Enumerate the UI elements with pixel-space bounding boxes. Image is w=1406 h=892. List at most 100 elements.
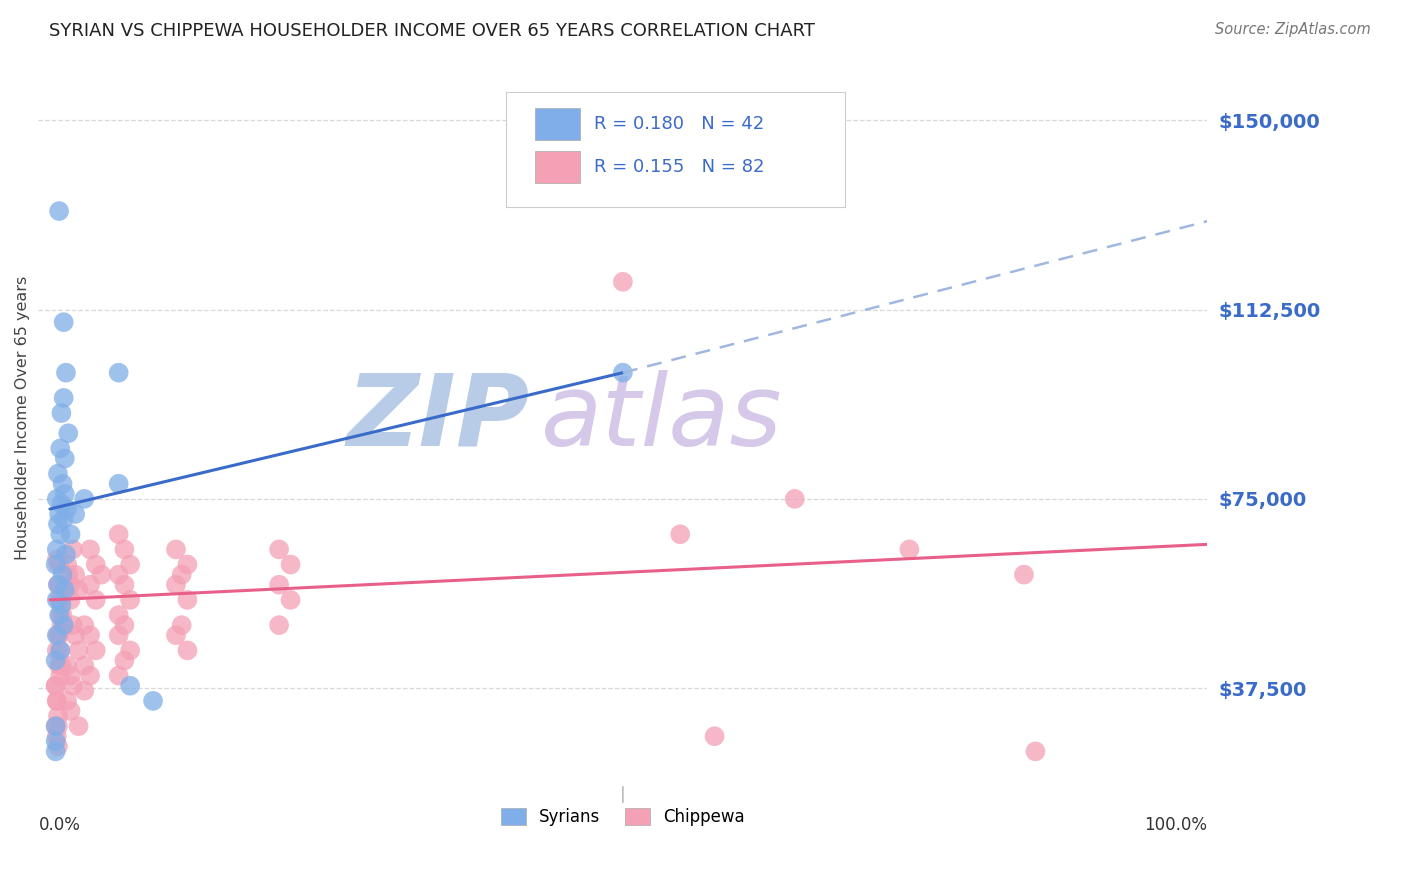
- Point: [51, 406, 73, 420]
- Point: [79, 578, 101, 592]
- Point: [51, 497, 73, 511]
- Point: [53, 451, 76, 466]
- Point: [59, 668, 82, 682]
- Point: [49, 643, 72, 657]
- Point: [165, 628, 187, 642]
- Point: [48, 608, 70, 623]
- Text: 0.0%: 0.0%: [38, 816, 80, 834]
- Point: [46, 709, 69, 723]
- Point: [107, 608, 129, 623]
- Point: [51, 593, 73, 607]
- Point: [1024, 744, 1046, 758]
- Point: [703, 729, 725, 743]
- Point: [142, 694, 165, 708]
- Point: [280, 593, 302, 607]
- Bar: [536, 108, 579, 140]
- Text: Source: ZipAtlas.com: Source: ZipAtlas.com: [1215, 22, 1371, 37]
- Point: [176, 593, 198, 607]
- Point: [49, 608, 72, 623]
- Point: [90, 567, 112, 582]
- Point: [48, 204, 70, 219]
- Point: [52, 512, 75, 526]
- Point: [67, 643, 90, 657]
- Point: [107, 476, 129, 491]
- Point: [898, 542, 921, 557]
- Point: [51, 618, 73, 632]
- Point: [79, 628, 101, 642]
- Point: [73, 683, 96, 698]
- Point: [62, 542, 84, 557]
- Point: [669, 527, 692, 541]
- Point: [45, 542, 67, 557]
- Point: [107, 567, 129, 582]
- Point: [1012, 567, 1035, 582]
- Point: [112, 578, 135, 592]
- Point: [120, 558, 142, 572]
- Point: [48, 628, 70, 642]
- Point: [59, 704, 82, 718]
- Point: [51, 567, 73, 582]
- Point: [52, 315, 75, 329]
- Point: [45, 643, 67, 657]
- Point: [63, 567, 86, 582]
- Point: [56, 658, 79, 673]
- Point: [53, 487, 76, 501]
- Point: [48, 558, 70, 572]
- Point: [55, 548, 77, 562]
- Point: [612, 275, 634, 289]
- Text: 100.0%: 100.0%: [1144, 816, 1208, 834]
- Text: atlas: atlas: [541, 369, 783, 467]
- Point: [45, 719, 67, 733]
- Point: [612, 366, 634, 380]
- Text: SYRIAN VS CHIPPEWA HOUSEHOLDER INCOME OVER 65 YEARS CORRELATION CHART: SYRIAN VS CHIPPEWA HOUSEHOLDER INCOME OV…: [49, 22, 815, 40]
- Point: [58, 426, 80, 441]
- Point: [120, 643, 142, 657]
- Point: [55, 366, 77, 380]
- Point: [46, 578, 69, 592]
- Point: [45, 679, 67, 693]
- Point: [45, 734, 67, 748]
- Point: [73, 491, 96, 506]
- Point: [67, 719, 90, 733]
- Point: [107, 628, 129, 642]
- Point: [51, 608, 73, 623]
- Point: [45, 552, 67, 566]
- Point: [45, 491, 67, 506]
- Point: [269, 578, 291, 592]
- Bar: [536, 152, 579, 183]
- Point: [46, 578, 69, 592]
- Point: [45, 694, 67, 708]
- Point: [280, 558, 302, 572]
- Point: [49, 442, 72, 456]
- Point: [73, 658, 96, 673]
- Point: [783, 491, 806, 506]
- Point: [45, 593, 67, 607]
- Point: [165, 542, 187, 557]
- Point: [269, 542, 291, 557]
- Text: R = 0.155   N = 82: R = 0.155 N = 82: [593, 158, 765, 176]
- Point: [45, 744, 67, 758]
- Point: [45, 719, 67, 733]
- FancyBboxPatch shape: [506, 92, 845, 207]
- Point: [112, 618, 135, 632]
- Point: [48, 593, 70, 607]
- Point: [84, 558, 107, 572]
- Point: [67, 582, 90, 597]
- Point: [45, 729, 67, 743]
- Point: [46, 719, 69, 733]
- Point: [45, 628, 67, 642]
- Point: [46, 467, 69, 481]
- Point: [51, 598, 73, 612]
- Point: [45, 679, 67, 693]
- Point: [59, 593, 82, 607]
- Point: [46, 628, 69, 642]
- Y-axis label: Householder Income Over 65 years: Householder Income Over 65 years: [15, 276, 30, 560]
- Point: [56, 694, 79, 708]
- Point: [58, 567, 80, 582]
- Point: [56, 558, 79, 572]
- Point: [176, 643, 198, 657]
- Point: [269, 618, 291, 632]
- Point: [176, 558, 198, 572]
- Legend: Syrians, Chippewa: Syrians, Chippewa: [494, 801, 752, 833]
- Point: [59, 578, 82, 592]
